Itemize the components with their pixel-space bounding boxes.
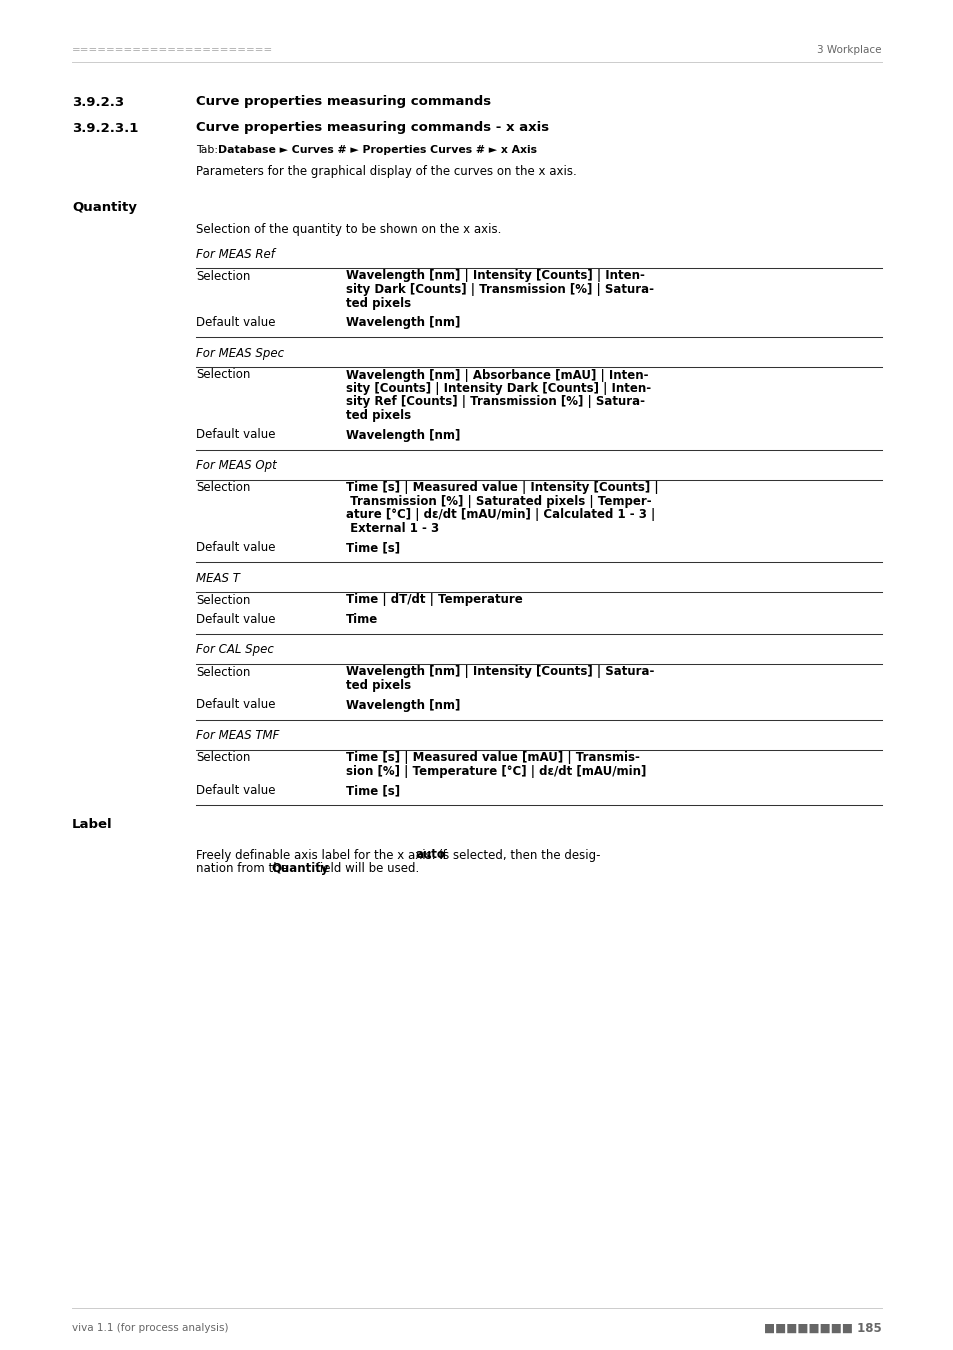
Text: Time | dT/dt | Temperature: Time | dT/dt | Temperature (346, 594, 522, 606)
Text: Label: Label (71, 818, 112, 832)
Text: Default value: Default value (195, 316, 275, 329)
Text: ted pixels: ted pixels (346, 409, 411, 423)
Text: Selection: Selection (195, 270, 250, 282)
Text: Tab:: Tab: (195, 144, 221, 155)
Text: Time [s] | Measured value [mAU] | Transmis-: Time [s] | Measured value [mAU] | Transm… (346, 751, 639, 764)
Text: Selection: Selection (195, 594, 250, 606)
Text: ■■■■■■■■ 185: ■■■■■■■■ 185 (763, 1322, 882, 1335)
Text: Wavelength [nm] | Absorbance [mAU] | Inten-: Wavelength [nm] | Absorbance [mAU] | Int… (346, 369, 648, 382)
Text: Selection: Selection (195, 751, 250, 764)
Text: Default value: Default value (195, 784, 275, 796)
Text: Curve properties measuring commands - x axis: Curve properties measuring commands - x … (195, 122, 549, 135)
Text: Default value: Default value (195, 428, 275, 441)
Text: field will be used.: field will be used. (312, 863, 418, 875)
Text: For MEAS Opt: For MEAS Opt (195, 459, 276, 472)
Text: is selected, then the desig-: is selected, then the desig- (436, 849, 600, 861)
Text: 3 Workplace: 3 Workplace (817, 45, 882, 55)
Text: ted pixels: ted pixels (346, 297, 411, 309)
Text: Default value: Default value (195, 698, 275, 711)
Text: For MEAS Spec: For MEAS Spec (195, 347, 284, 359)
Text: sion [%] | Temperature [°C] | dε/dt [mAU/min]: sion [%] | Temperature [°C] | dε/dt [mAU… (346, 764, 646, 778)
Text: nation from the: nation from the (195, 863, 292, 875)
Text: For MEAS Ref: For MEAS Ref (195, 247, 274, 261)
Text: sity [Counts] | Intensity Dark [Counts] | Inten-: sity [Counts] | Intensity Dark [Counts] … (346, 382, 651, 396)
Text: Wavelength [nm]: Wavelength [nm] (346, 698, 460, 711)
Text: sity Ref [Counts] | Transmission [%] | Satura-: sity Ref [Counts] | Transmission [%] | S… (346, 396, 644, 409)
Text: External 1 - 3: External 1 - 3 (346, 521, 438, 535)
Text: Selection: Selection (195, 369, 250, 382)
Text: ted pixels: ted pixels (346, 679, 411, 693)
Text: Parameters for the graphical display of the curves on the x axis.: Parameters for the graphical display of … (195, 166, 577, 178)
Text: Time [s]: Time [s] (346, 784, 399, 796)
Text: Selection: Selection (195, 481, 250, 494)
Text: Wavelength [nm]: Wavelength [nm] (346, 428, 460, 441)
Text: sity Dark [Counts] | Transmission [%] | Satura-: sity Dark [Counts] | Transmission [%] | … (346, 284, 654, 296)
Text: viva 1.1 (for process analysis): viva 1.1 (for process analysis) (71, 1323, 229, 1332)
Text: For CAL Spec: For CAL Spec (195, 644, 274, 656)
Text: Transmission [%] | Saturated pixels | Temper-: Transmission [%] | Saturated pixels | Te… (346, 494, 651, 508)
Text: Time [s]: Time [s] (346, 541, 399, 554)
Text: auto: auto (416, 849, 445, 861)
Text: 3.9.2.3.1: 3.9.2.3.1 (71, 122, 138, 135)
Text: MEAS T: MEAS T (195, 571, 239, 585)
Text: =======================: ======================= (71, 45, 273, 55)
Text: Default value: Default value (195, 613, 275, 626)
Text: ature [°C] | dε/dt [mAU/min] | Calculated 1 - 3 |: ature [°C] | dε/dt [mAU/min] | Calculate… (346, 508, 655, 521)
Text: Selection: Selection (195, 666, 250, 679)
Text: Quantity: Quantity (71, 201, 136, 215)
Text: Quantity: Quantity (271, 863, 328, 875)
Text: 3.9.2.3: 3.9.2.3 (71, 96, 124, 108)
Text: Wavelength [nm] | Intensity [Counts] | Satura-: Wavelength [nm] | Intensity [Counts] | S… (346, 666, 654, 679)
Text: Wavelength [nm] | Intensity [Counts] | Inten-: Wavelength [nm] | Intensity [Counts] | I… (346, 270, 644, 282)
Text: Time: Time (346, 613, 377, 626)
Text: Curve properties measuring commands: Curve properties measuring commands (195, 96, 491, 108)
Text: Freely definable axis label for the x axis. If: Freely definable axis label for the x ax… (195, 849, 450, 861)
Text: Time [s] | Measured value | Intensity [Counts] |: Time [s] | Measured value | Intensity [C… (346, 481, 658, 494)
Text: Selection of the quantity to be shown on the x axis.: Selection of the quantity to be shown on… (195, 224, 501, 236)
Text: Database ► Curves # ► Properties Curves # ► x Axis: Database ► Curves # ► Properties Curves … (218, 144, 537, 155)
Text: Default value: Default value (195, 541, 275, 554)
Text: Wavelength [nm]: Wavelength [nm] (346, 316, 460, 329)
Text: For MEAS TMF: For MEAS TMF (195, 729, 279, 742)
